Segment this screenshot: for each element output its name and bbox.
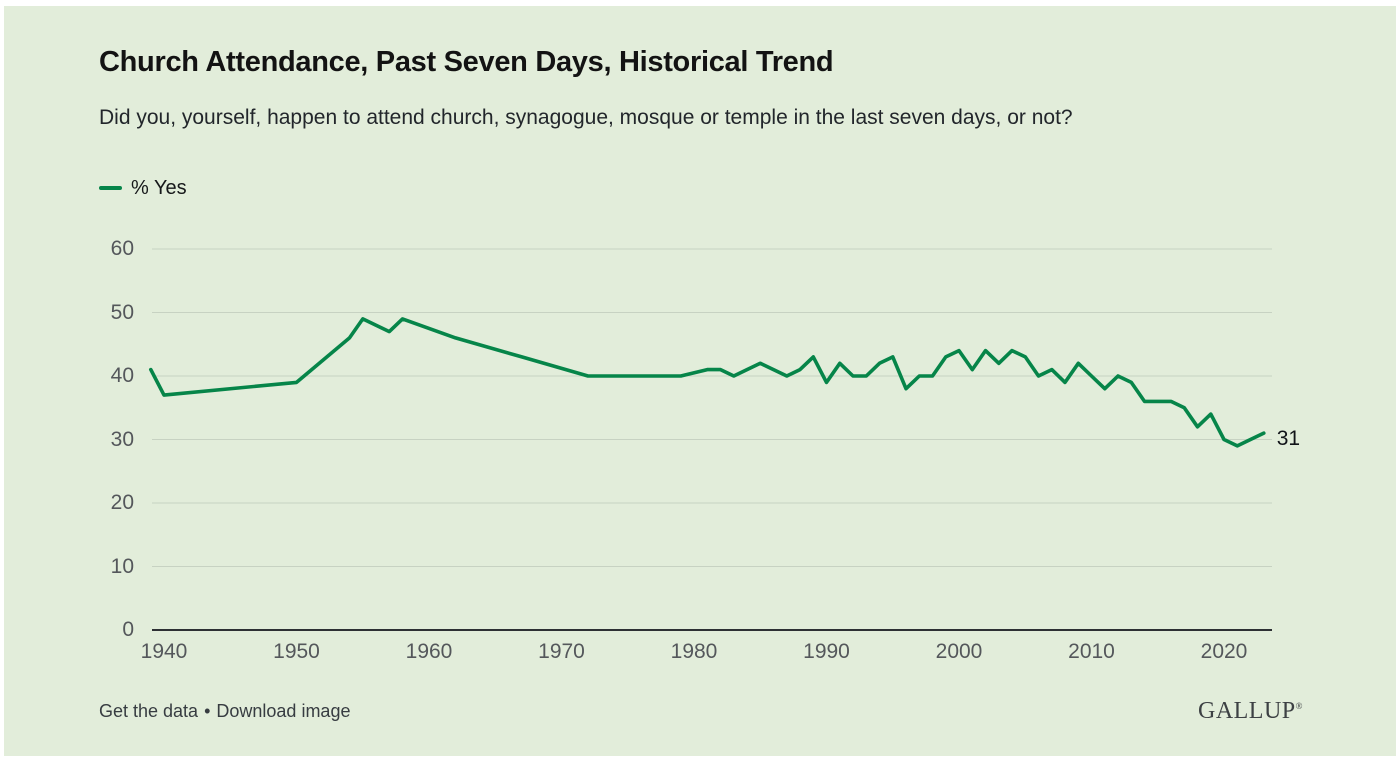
survey-question-subtitle: Did you, yourself, happen to attend chur… [99,106,1073,129]
x-axis-tick-label: 2000 [935,640,983,663]
x-axis-tick-label: 2020 [1200,640,1248,663]
x-axis-tick-label: 1960 [405,640,453,663]
registered-mark-icon: ® [1295,701,1303,711]
legend-label: % Yes [131,176,187,199]
latest-value-label: 31 [1276,427,1301,451]
y-axis-tick-label: 40 [110,364,134,387]
y-axis-tick-label: 10 [110,554,134,578]
x-axis-tick-label: 1990 [803,640,850,663]
y-axis-tick-label: 60 [110,237,134,260]
x-axis-tick-label: 2010 [1068,640,1115,663]
y-axis-tick-label: 20 [110,491,134,514]
series-line-icon [99,186,122,190]
trend-chart-canvas[interactable] [4,6,1400,768]
trend-line[interactable] [149,317,1266,448]
legend: % Yes [99,176,187,199]
footer-links: Get the data • Download image [99,701,350,722]
x-axis-tick-label: 1950 [273,640,320,663]
y-axis-tick-label: 0 [122,618,134,641]
gallup-logo: GALLUP® [1197,698,1303,724]
y-axis-tick-label: 50 [110,300,134,324]
get-the-data-link[interactable]: Get the data [99,701,199,721]
footer-separator: • [204,701,211,721]
x-axis-tick-label: 1980 [670,640,718,663]
chart-card: Church Attendance, Past Seven Days, Hist… [4,6,1396,756]
page-title: Church Attendance, Past Seven Days, Hist… [99,46,834,78]
x-axis-tick-label: 1940 [140,640,188,663]
y-axis-tick-label: 30 [110,427,134,451]
x-axis-tick-label: 1970 [538,640,585,663]
download-image-link[interactable]: Download image [216,701,351,721]
